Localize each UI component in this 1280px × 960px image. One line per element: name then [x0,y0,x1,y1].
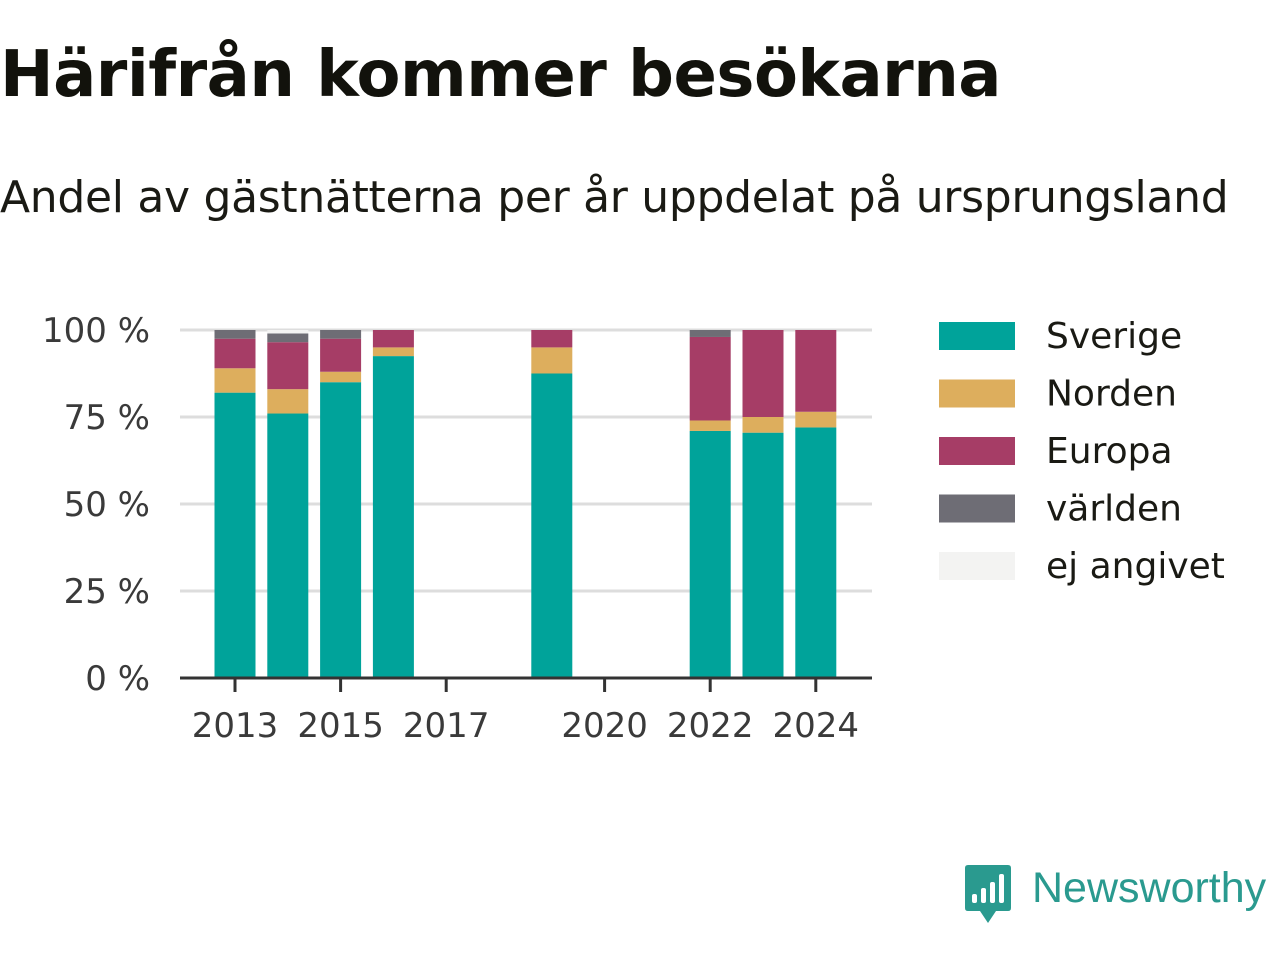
bar-segment-Europa-2022[interactable] [689,336,731,421]
bar-segment-Sverige-2022[interactable] [689,430,731,678]
bar-segment-Norden-2022[interactable] [689,420,731,431]
y-tick-label: 75 % [64,398,150,438]
x-tick-label: 2017 [403,706,490,746]
legend-label-ej-angivet[interactable]: ej angivet [1046,546,1225,587]
axes: 0 % 25 % 50 % 75 % 100 % 2013 2015 2017 2020 2022… [42,311,872,746]
bar-segment-Sverige-2013[interactable] [214,392,256,678]
y-tick-label: 100 % [42,311,150,351]
legend-label-Europa[interactable]: Europa [1046,431,1173,472]
bar-segment-Europa-2014[interactable] [267,342,309,390]
y-tick-label: 25 % [64,572,150,612]
y-tick-label: 50 % [64,485,150,525]
bar-segment-Norden-2013[interactable] [214,368,256,393]
x-tick-label: 2022 [667,706,754,746]
bar-segment-Sverige-2023[interactable] [742,432,784,678]
newsworthy-logo[interactable]: Newsworthy [962,862,1280,932]
legend-swatch-Norden [939,379,1015,408]
bar-segment-Europa-2016[interactable] [372,330,414,348]
bar-segment-världen-2022[interactable] [689,330,731,337]
legend-label-Norden[interactable]: Norden [1046,374,1177,415]
bar-segment-Europa-2019[interactable] [531,330,573,348]
brand-name: Newsworthy [1032,864,1267,912]
legend: Sverige Norden Europa världen ej angivet [939,316,1225,587]
bar-segment-Sverige-2015[interactable] [320,382,362,678]
bar-segment-Norden-2019[interactable] [531,347,573,374]
bar-segment-Europa-2023[interactable] [742,330,784,417]
legend-label-världen[interactable]: världen [1046,489,1182,530]
stacked-bar-chart: 0 % 25 % 50 % 75 % 100 % 2013 2015 2017 2020 2022… [42,311,1225,746]
bar-segment-Norden-2016[interactable] [372,347,414,357]
bar-segment-världen-2015[interactable] [320,330,362,339]
bar-segment-ej-angivet-2014[interactable] [267,330,309,334]
legend-swatch-Europa [939,437,1015,465]
x-tick-label: 2024 [773,706,860,746]
chart-title: Härifrån kommer besökarna [0,38,1001,112]
bar-segment-Norden-2015[interactable] [320,371,362,383]
bar-segment-Sverige-2019[interactable] [531,373,573,679]
legend-swatch-världen [939,494,1015,523]
bar-segment-Sverige-2024[interactable] [795,427,837,678]
bar-segment-Norden-2023[interactable] [742,417,784,433]
newsworthy-logo-icon [965,865,1011,923]
legend-label-Sverige[interactable]: Sverige [1046,316,1182,357]
bar-segment-världen-2013[interactable] [214,330,256,339]
bar-segment-världen-2014[interactable] [267,333,309,343]
x-tick-label: 2015 [297,706,384,746]
x-tick-label: 2013 [192,706,279,746]
x-tick-label: 2020 [561,706,648,746]
legend-swatch-Sverige [939,322,1015,350]
bar-segment-Norden-2024[interactable] [795,411,837,428]
bar-segment-Europa-2024[interactable] [795,330,837,412]
bar-segment-Sverige-2014[interactable] [267,413,309,678]
chart-subtitle: Andel av gästnätterna per år uppdelat på… [0,172,1229,223]
bar-segment-Sverige-2016[interactable] [372,356,414,678]
bar-stacks [214,330,837,679]
y-tick-label: 0 % [85,659,150,699]
bar-segment-Europa-2015[interactable] [320,338,362,372]
bar-segment-Europa-2013[interactable] [214,338,256,369]
legend-swatch-ej-angivet [939,552,1015,580]
bar-segment-Norden-2014[interactable] [267,389,309,414]
